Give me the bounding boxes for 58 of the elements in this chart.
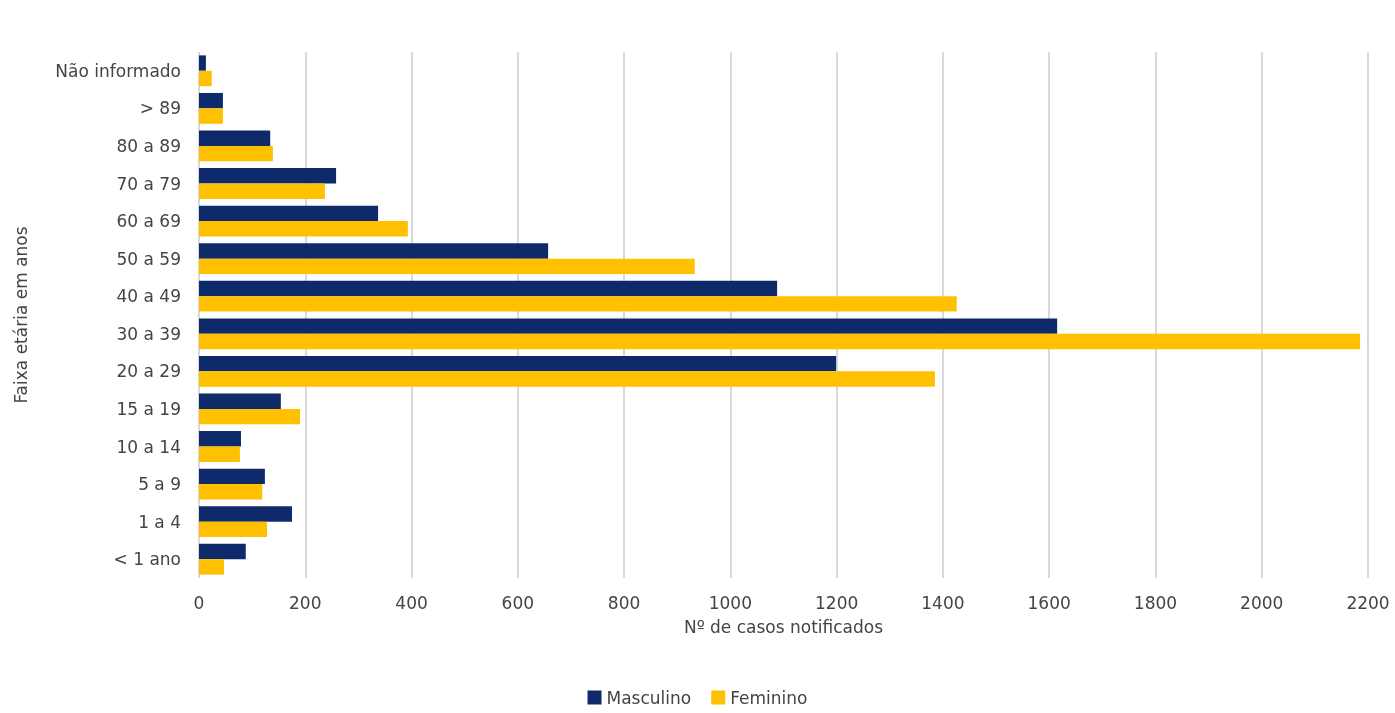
y-tick-label: 60 a 69: [116, 211, 181, 232]
bar: [199, 70, 212, 87]
y-tick-label: 10 a 14: [116, 436, 181, 457]
y-tick-label: Não informado: [55, 60, 181, 81]
y-tick-label: 1 a 4: [138, 511, 181, 532]
y-tick-label: 70 a 79: [116, 173, 181, 194]
y-tick-label: 15 a 19: [116, 398, 181, 419]
bar: [199, 258, 695, 275]
bar: [199, 355, 837, 372]
y-tick-label: 30 a 39: [116, 323, 181, 344]
y-tick-label: 80 a 89: [116, 135, 181, 156]
bar: [199, 108, 223, 124]
bar: [199, 318, 1058, 334]
x-tick-label: 400: [395, 592, 428, 613]
bar: [199, 506, 292, 522]
y-tick-label: 5 a 9: [138, 474, 181, 495]
x-tick-label: 1800: [1133, 592, 1178, 613]
y-tick-label: < 1 ano: [113, 549, 181, 570]
bar: [199, 92, 223, 109]
legend-label: Feminino: [730, 687, 808, 708]
bar: [199, 446, 240, 462]
x-tick-label: 200: [289, 592, 322, 613]
bar: [199, 408, 300, 425]
bar: [199, 130, 271, 146]
x-tick-label: 1200: [815, 592, 859, 613]
bar: [199, 543, 246, 560]
bar: [199, 484, 263, 500]
y-tick-label: > 89: [139, 98, 181, 119]
x-tick-label: 1600: [1027, 592, 1071, 613]
bar: [199, 468, 265, 485]
y-tick-label: 40 a 49: [116, 286, 181, 307]
bar: [199, 221, 408, 237]
x-tick-label: 1000: [708, 592, 752, 613]
x-tick-label: 800: [607, 592, 641, 613]
y-axis-title: Faixa etária em anos: [10, 226, 31, 404]
bar: [199, 296, 957, 312]
bar: [199, 371, 935, 387]
x-tick-label: 0: [193, 592, 205, 613]
bar: [199, 168, 337, 184]
bar: [199, 183, 325, 199]
x-tick-label: 2000: [1240, 592, 1284, 613]
x-axis-title: Nº de casos notificados: [683, 616, 884, 637]
bar: [199, 145, 273, 162]
bar: [199, 333, 1361, 350]
bar: [199, 559, 224, 575]
bar: [199, 393, 281, 409]
bar: [199, 431, 241, 447]
bar: [199, 205, 379, 222]
bar: [199, 55, 206, 71]
bar: [199, 521, 268, 538]
y-tick-label: 50 a 59: [116, 248, 181, 269]
bar: [199, 243, 549, 259]
y-tick-label: 20 a 29: [116, 361, 181, 382]
bar: [199, 280, 778, 297]
x-tick-label: 600: [501, 592, 535, 613]
legend-label: Masculino: [606, 687, 692, 708]
x-tick-label: 1400: [921, 592, 965, 613]
x-tick-label: 2200: [1346, 592, 1390, 613]
